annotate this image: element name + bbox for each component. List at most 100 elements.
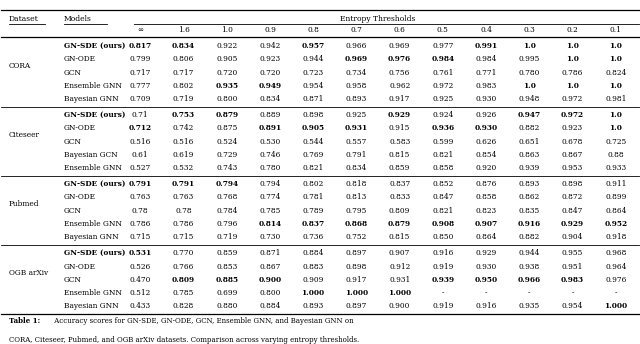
Text: 0.955: 0.955 xyxy=(562,249,583,257)
Text: 0.853: 0.853 xyxy=(216,262,237,270)
Text: 0.908: 0.908 xyxy=(431,220,454,228)
Text: -: - xyxy=(614,289,617,297)
Text: 0.931: 0.931 xyxy=(389,276,410,284)
Text: 0.847: 0.847 xyxy=(432,193,454,202)
Text: 0.785: 0.785 xyxy=(259,207,281,215)
Text: 1.0: 1.0 xyxy=(609,111,622,119)
Text: 0.983: 0.983 xyxy=(476,82,497,90)
Text: 0.709: 0.709 xyxy=(130,95,151,103)
Text: 0.917: 0.917 xyxy=(389,95,410,103)
Text: Table 1:: Table 1: xyxy=(9,317,40,325)
Text: 0.923: 0.923 xyxy=(259,55,280,63)
Text: 0.852: 0.852 xyxy=(432,180,454,188)
Text: 0.512: 0.512 xyxy=(130,289,151,297)
Text: 0.824: 0.824 xyxy=(605,68,627,77)
Text: 0.995: 0.995 xyxy=(518,55,540,63)
Text: 1.0: 1.0 xyxy=(609,55,622,63)
Text: 0.746: 0.746 xyxy=(259,151,281,159)
Text: 0.837: 0.837 xyxy=(389,180,410,188)
Text: 0.802: 0.802 xyxy=(173,82,194,90)
Text: 0.6: 0.6 xyxy=(394,26,406,34)
Text: 0.897: 0.897 xyxy=(346,302,367,310)
Text: 0.900: 0.900 xyxy=(259,276,282,284)
Text: 0.715: 0.715 xyxy=(173,233,194,241)
Text: 1.0: 1.0 xyxy=(566,42,579,50)
Text: 0.924: 0.924 xyxy=(432,111,454,119)
Text: 0.837: 0.837 xyxy=(301,220,324,228)
Text: 0.912: 0.912 xyxy=(389,262,410,270)
Text: -: - xyxy=(528,289,531,297)
Text: GCN: GCN xyxy=(64,138,82,146)
Text: 0.882: 0.882 xyxy=(518,233,540,241)
Text: 0.962: 0.962 xyxy=(389,82,410,90)
Text: Bayesian GCN: Bayesian GCN xyxy=(64,151,118,159)
Text: 0.898: 0.898 xyxy=(303,111,324,119)
Text: 0.88: 0.88 xyxy=(607,151,624,159)
Text: 0.951: 0.951 xyxy=(562,262,583,270)
Text: 0.786: 0.786 xyxy=(173,220,194,228)
Text: 0.944: 0.944 xyxy=(303,55,324,63)
Text: 0.893: 0.893 xyxy=(518,180,540,188)
Text: 1.6: 1.6 xyxy=(177,26,189,34)
Text: 0.944: 0.944 xyxy=(518,249,540,257)
Text: 0.905: 0.905 xyxy=(216,55,237,63)
Text: 0.936: 0.936 xyxy=(431,125,454,132)
Text: 0.966: 0.966 xyxy=(518,276,541,284)
Text: 0.859: 0.859 xyxy=(389,164,410,172)
Text: 0.864: 0.864 xyxy=(476,233,497,241)
Text: 0.991: 0.991 xyxy=(474,42,498,50)
Text: ∞: ∞ xyxy=(137,26,143,34)
Text: 0.966: 0.966 xyxy=(346,42,367,50)
Text: 0.729: 0.729 xyxy=(216,151,237,159)
Text: 0.544: 0.544 xyxy=(303,138,324,146)
Text: Ensemble GNN: Ensemble GNN xyxy=(64,289,122,297)
Text: 0.736: 0.736 xyxy=(303,233,324,241)
Text: 0.7: 0.7 xyxy=(351,26,362,34)
Text: 0.893: 0.893 xyxy=(346,95,367,103)
Text: 0.879: 0.879 xyxy=(388,220,411,228)
Text: GN-SDE (ours): GN-SDE (ours) xyxy=(64,42,125,50)
Text: -: - xyxy=(485,289,487,297)
Text: 0.911: 0.911 xyxy=(605,180,627,188)
Text: 0.821: 0.821 xyxy=(303,164,324,172)
Text: 0.984: 0.984 xyxy=(476,55,497,63)
Text: 0.717: 0.717 xyxy=(130,68,151,77)
Text: 0.871: 0.871 xyxy=(303,95,324,103)
Text: 0.5: 0.5 xyxy=(437,26,449,34)
Text: 0.920: 0.920 xyxy=(476,164,497,172)
Text: 0.699: 0.699 xyxy=(216,289,237,297)
Text: 0.950: 0.950 xyxy=(474,276,498,284)
Text: 0.794: 0.794 xyxy=(215,180,238,188)
Text: Entropy Thresholds: Entropy Thresholds xyxy=(340,15,416,23)
Text: 0.817: 0.817 xyxy=(129,42,152,50)
Text: 0.834: 0.834 xyxy=(172,42,195,50)
Text: 0.958: 0.958 xyxy=(346,82,367,90)
Text: 0.858: 0.858 xyxy=(432,164,454,172)
Text: 0.863: 0.863 xyxy=(518,151,540,159)
Text: 0.753: 0.753 xyxy=(172,111,195,119)
Text: 0.828: 0.828 xyxy=(173,302,194,310)
Text: 0.984: 0.984 xyxy=(431,55,454,63)
Text: 0.884: 0.884 xyxy=(303,249,324,257)
Text: 1.000: 1.000 xyxy=(301,289,324,297)
Text: 0.916: 0.916 xyxy=(432,249,454,257)
Text: 0.818: 0.818 xyxy=(346,180,367,188)
Text: 0.786: 0.786 xyxy=(130,220,151,228)
Text: 0.802: 0.802 xyxy=(303,180,324,188)
Text: 0.882: 0.882 xyxy=(518,125,540,132)
Text: 0.923: 0.923 xyxy=(562,125,583,132)
Text: 0.9: 0.9 xyxy=(264,26,276,34)
Text: GCN: GCN xyxy=(64,207,82,215)
Text: 0.806: 0.806 xyxy=(173,55,194,63)
Text: 0.78: 0.78 xyxy=(175,207,192,215)
Text: 0.834: 0.834 xyxy=(259,95,280,103)
Text: 1.0: 1.0 xyxy=(566,55,579,63)
Text: 0.864: 0.864 xyxy=(605,207,627,215)
Text: 0.976: 0.976 xyxy=(388,55,411,63)
Text: 0.734: 0.734 xyxy=(346,68,367,77)
Text: 0.796: 0.796 xyxy=(216,220,237,228)
Text: 0.939: 0.939 xyxy=(431,276,454,284)
Text: 0.770: 0.770 xyxy=(173,249,194,257)
Text: 0.814: 0.814 xyxy=(259,220,282,228)
Text: GN-ODE: GN-ODE xyxy=(64,193,96,202)
